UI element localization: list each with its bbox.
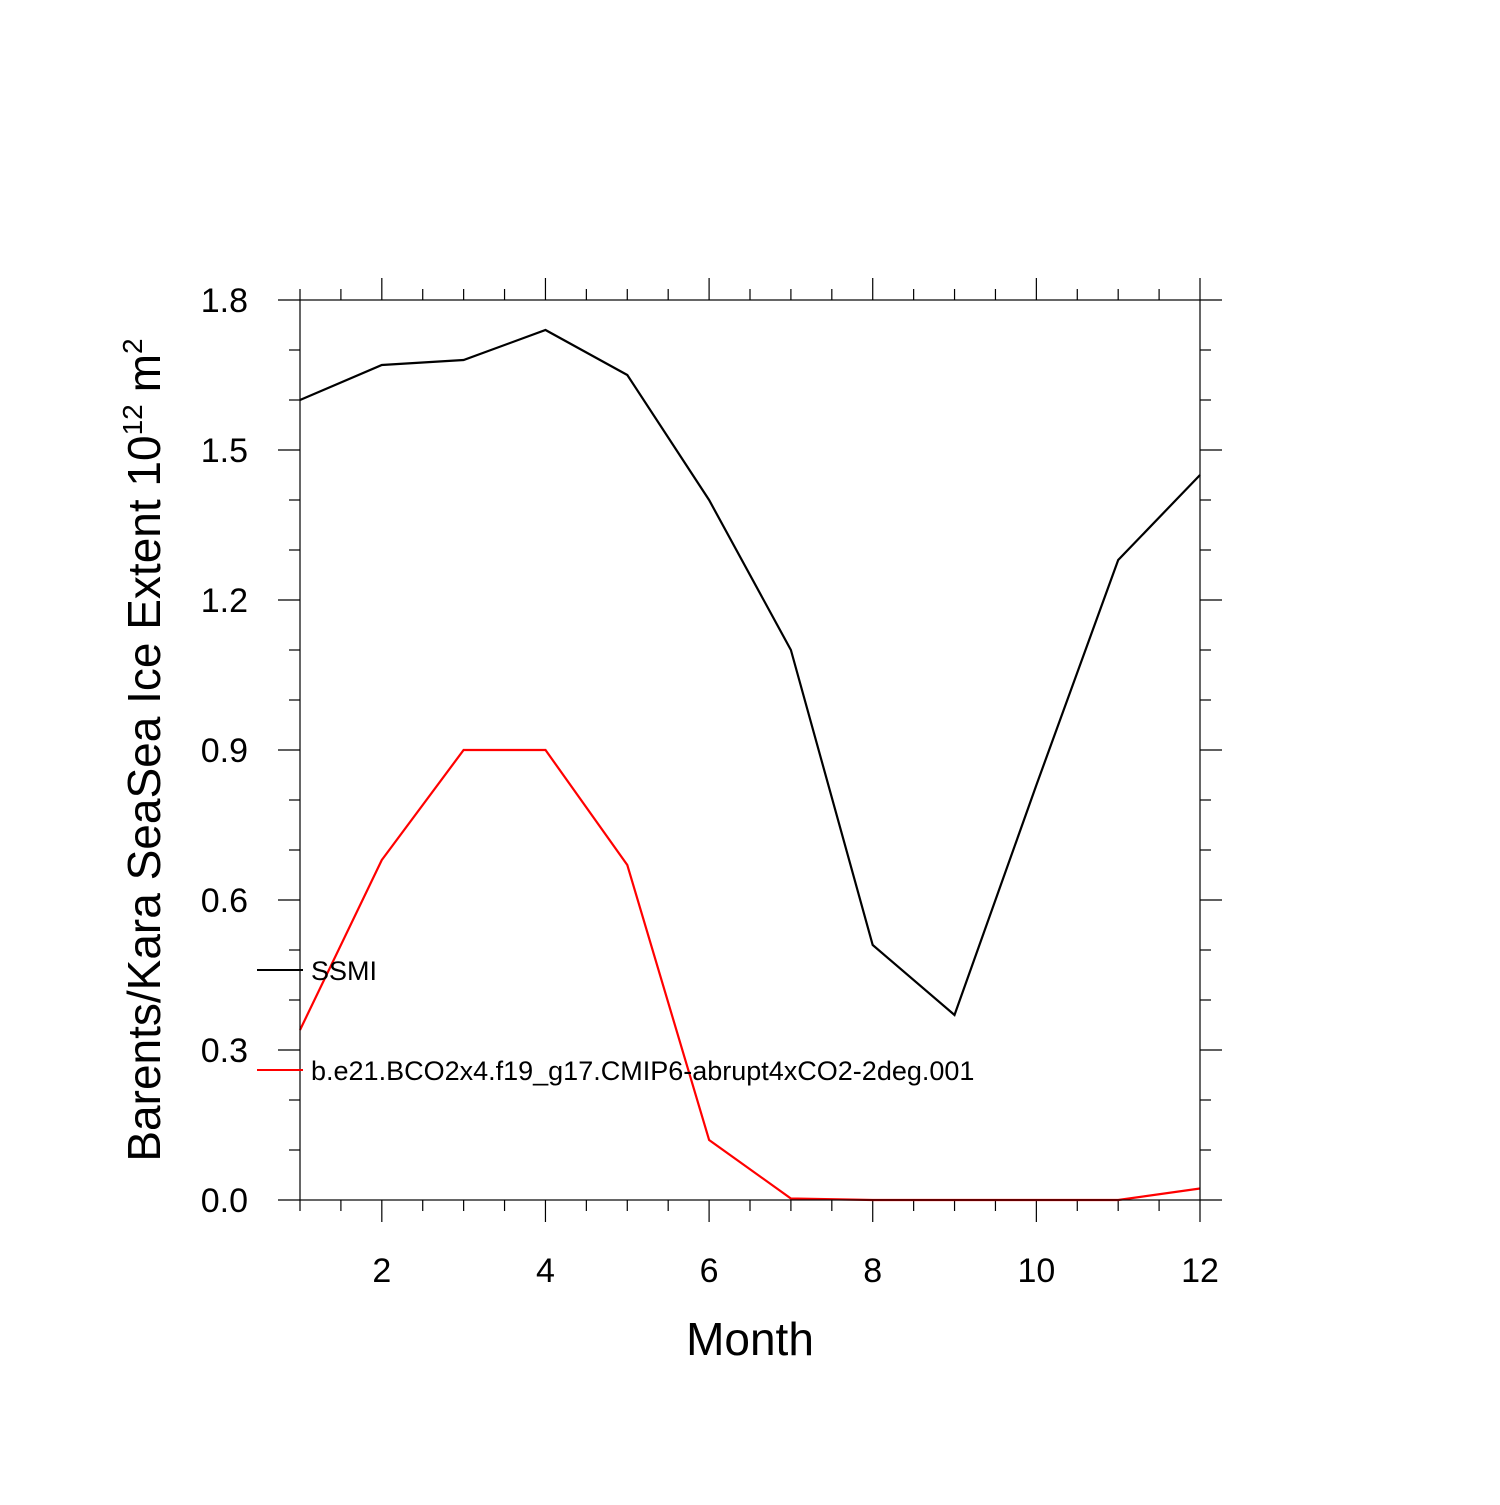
y-tick-label: 1.2: [201, 582, 248, 620]
x-tick-label: 8: [863, 1252, 882, 1290]
y-axis-title-unit-exponent: 2: [117, 338, 148, 354]
series-line-ssmi: [299, 328, 1201, 1017]
plot-frame: [299, 299, 1201, 1201]
y-axis-title: Barents/Kara SeaSea Ice Extent 1012 m2: [117, 338, 170, 1161]
series-line-model-run: [299, 748, 1201, 1202]
legend-label-model-run: b.e21.BCO2x4.f19_g17.CMIP6-abrupt4xCO2-2…: [311, 1056, 974, 1086]
x-tick-label: 12: [1181, 1252, 1219, 1290]
x-tick-label: 2: [372, 1252, 391, 1290]
x-tick-label: 10: [1017, 1252, 1055, 1290]
ticks-layer: [278, 278, 1222, 1222]
y-tick-label: 0.3: [201, 1032, 248, 1070]
y-tick-label: 0.0: [201, 1182, 248, 1220]
y-tick-label: 1.5: [201, 432, 248, 470]
y-axis-title-exponent: 12: [117, 404, 148, 435]
legend-label-ssmi: SSMI: [311, 956, 377, 986]
y-tick-label: 0.6: [201, 882, 248, 920]
y-tick-label: 1.8: [201, 282, 248, 320]
legend: SSMI b.e21.BCO2x4.f19_g17.CMIP6-abrupt4x…: [257, 956, 974, 1086]
y-axis-title-unit: m: [118, 354, 170, 392]
x-tick-label: 6: [700, 1252, 719, 1290]
x-axis-title: Month: [686, 1313, 814, 1365]
tick-labels-layer: 2 4 6 8 10 12 0.0 0.3 0.6 0.9 1.2 1.5 1.8: [201, 282, 1219, 1290]
y-axis-title-main: Barents/Kara SeaSea Ice Extent 10: [118, 435, 170, 1161]
y-tick-label: 0.9: [201, 732, 248, 770]
x-tick-label: 4: [536, 1252, 555, 1290]
